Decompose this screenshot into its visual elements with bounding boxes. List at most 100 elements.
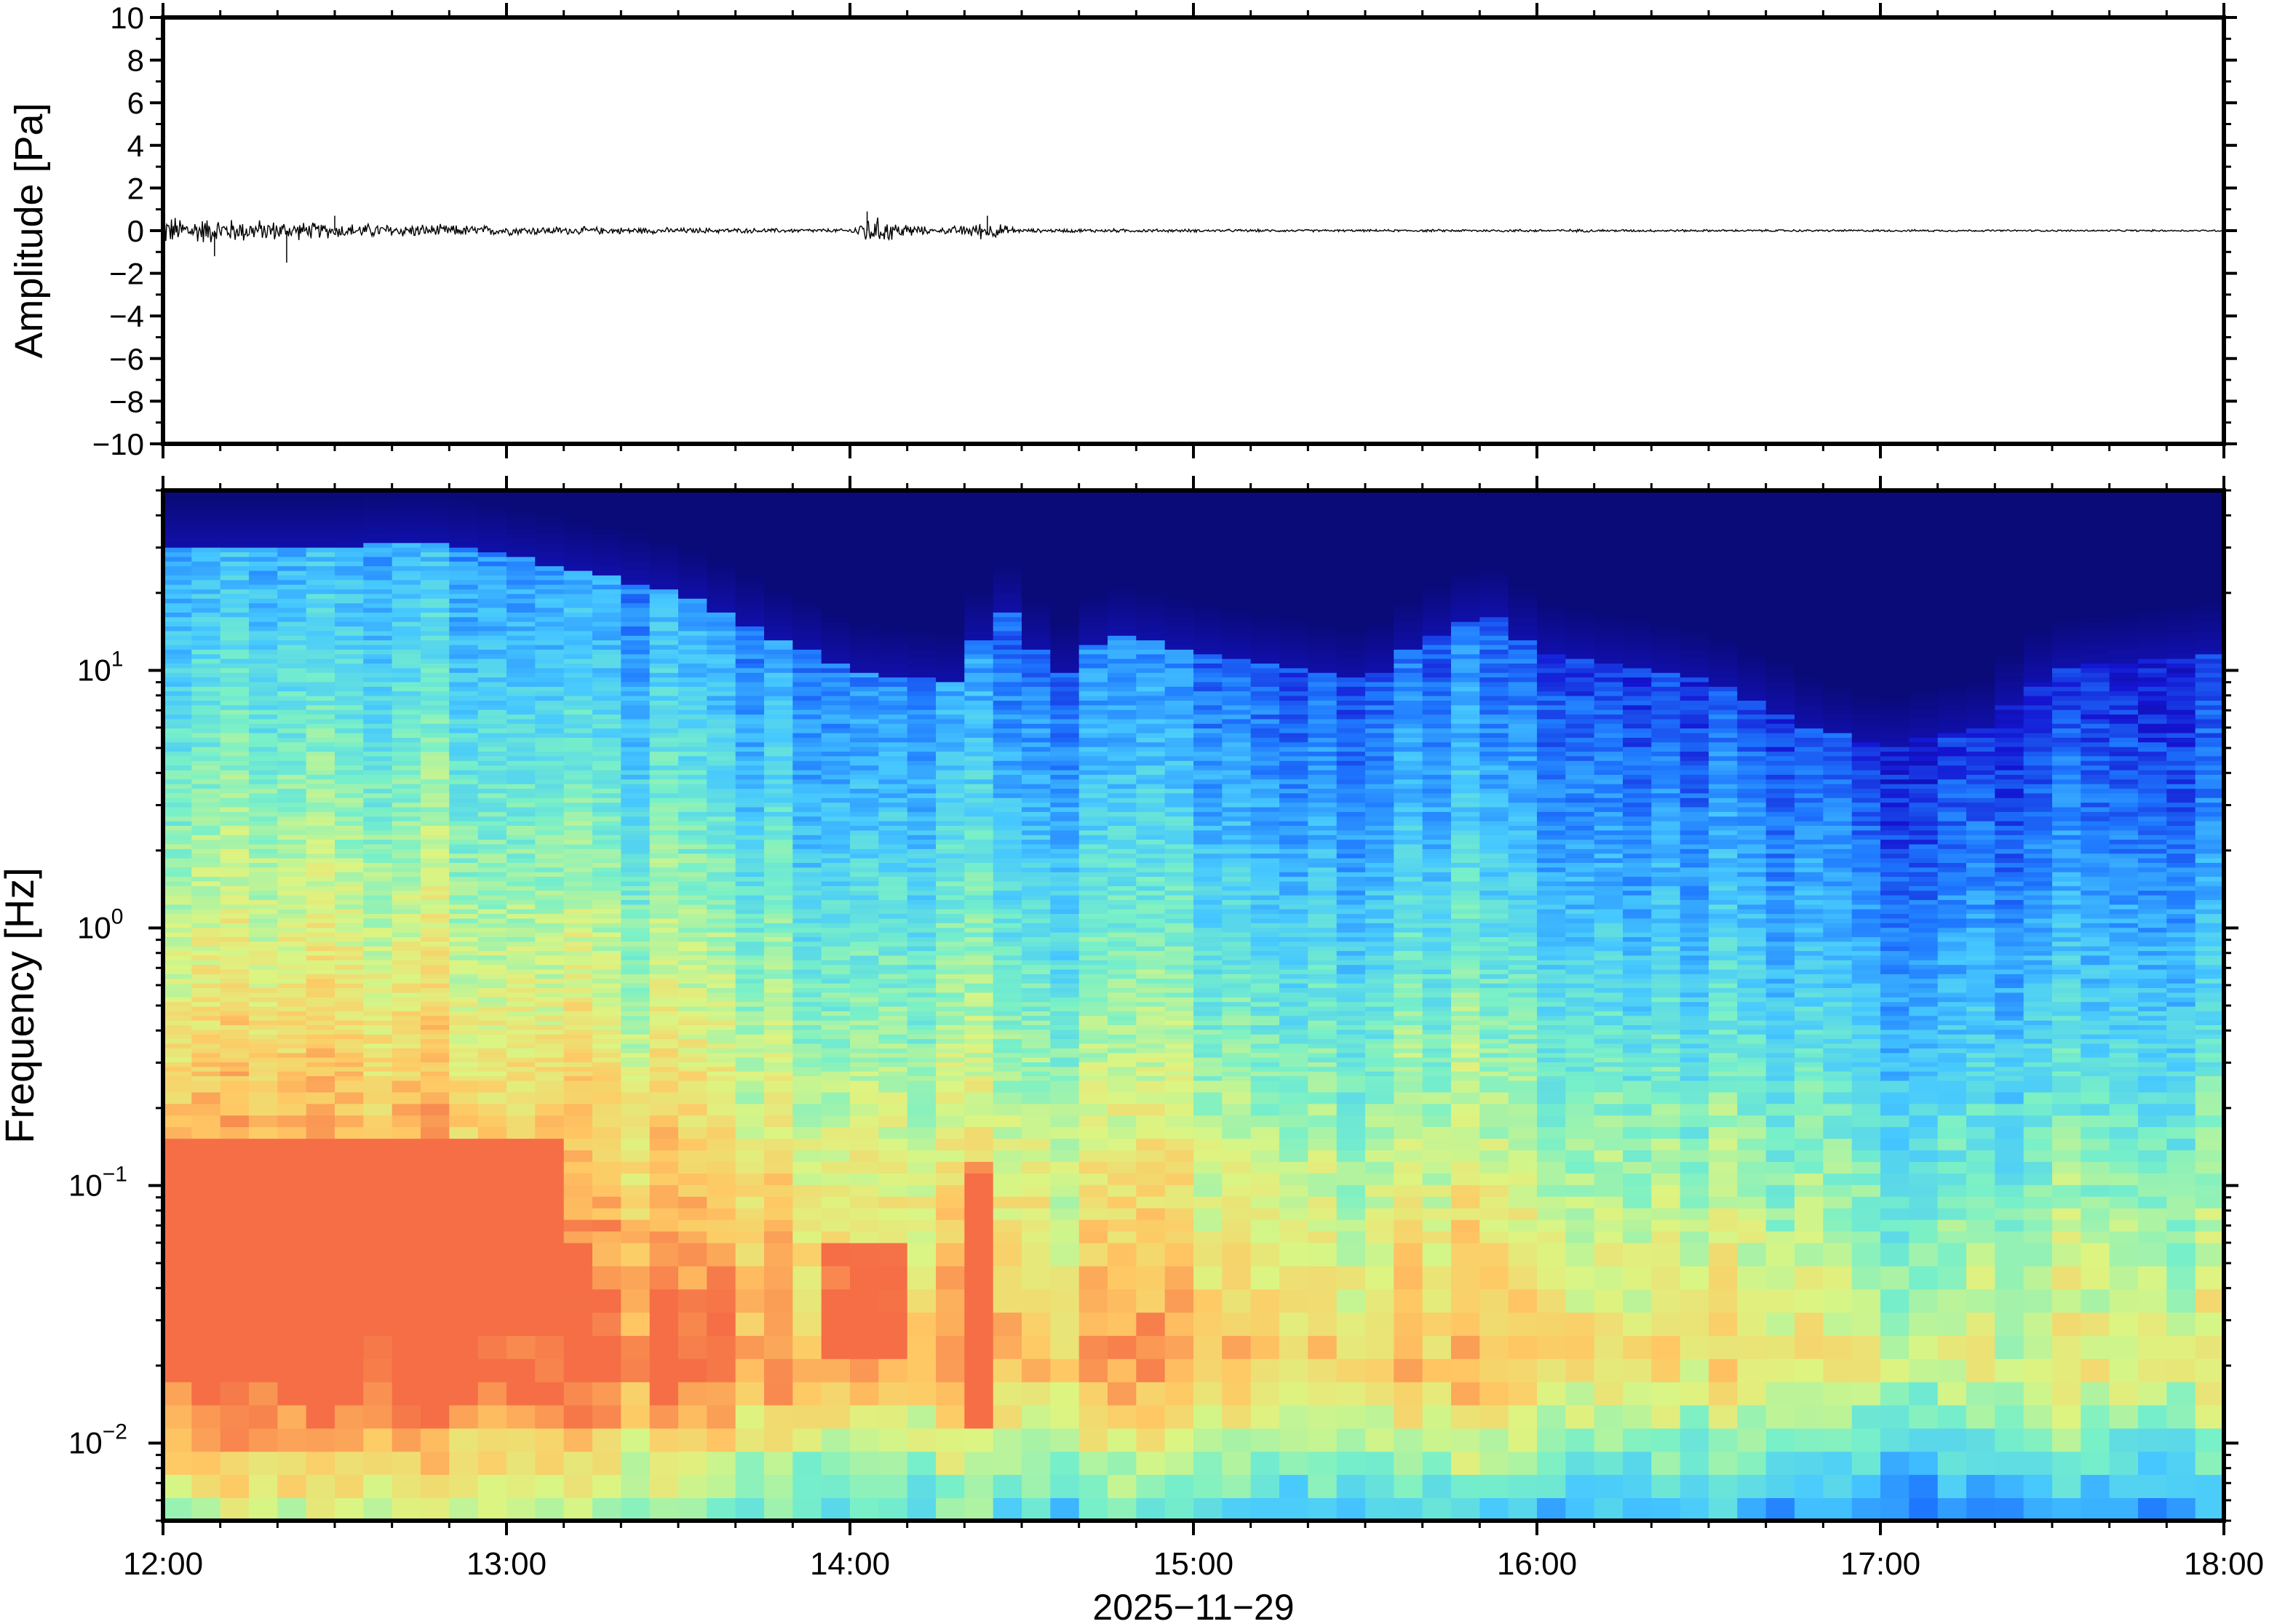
spectrogram-cell [907,992,937,998]
spectrogram-cell [277,1066,307,1072]
spectrogram-cell [678,1381,708,1406]
spectrogram-cell [735,1207,765,1220]
spectrogram-cell [1022,658,1052,664]
spectrogram-cell [850,501,880,506]
spectrogram-cell [621,1006,651,1011]
spectrogram-cell [821,584,851,590]
spectrogram-cell [850,732,880,738]
spectrogram-cell [563,890,593,896]
spectrogram-cell [392,612,421,618]
spectrogram-cell [1050,1043,1080,1048]
spectrogram-cell [477,1019,507,1025]
spectrogram-cell [220,867,250,872]
spectrogram-cell [277,607,307,613]
spectrogram-cell [936,982,966,988]
spectrogram-cell [907,1126,937,1139]
spectrogram-cell [563,677,593,682]
spectrogram-cell [335,519,365,525]
spectrogram-cell [678,501,708,506]
spectrogram-cell [421,834,450,840]
spectrogram-cell [249,621,279,626]
spectrogram-cell [277,1138,307,1150]
spectrogram-cell [449,1381,479,1406]
spectrogram-cell [993,834,1022,840]
spectrogram-cell [735,570,765,576]
spectrogram-cell [163,718,193,724]
spectrogram-cell [306,894,335,900]
spectrogram-cell [335,546,365,553]
spectrogram-cell [535,857,565,863]
spectrogram-cell [363,987,393,993]
spectrogram-cell [964,626,994,632]
spectrogram-cell [335,811,365,817]
spectrogram-cell [163,765,193,771]
spectrogram-cell [191,552,221,557]
spectrogram-cell [449,1242,479,1267]
spectrogram-cell [421,741,450,747]
spectrogram-cell [421,1404,450,1429]
spectrogram-cell [163,1185,193,1197]
spectrogram-cell [392,927,421,933]
spectrogram-cell [907,626,937,632]
spectrogram-cell [421,1048,450,1054]
spectrogram-cell [506,514,536,520]
spectrogram-cell [792,672,822,678]
spectrogram-cell [907,1115,937,1128]
spectrogram-cell [392,552,421,557]
spectrogram-cell [249,918,279,923]
spectrogram-cell [1022,732,1052,738]
spectrogram-cell [163,848,193,854]
spectrogram-cell [306,1289,335,1313]
spectrogram-cell [592,681,622,687]
spectrogram-cell [735,950,765,956]
spectrogram-cell [506,640,536,645]
spectrogram-cell [678,918,708,923]
spectrogram-cell [249,904,279,909]
spectrogram-cell [821,1062,851,1067]
spectrogram-cell [592,695,622,701]
spectrogram-cell [993,1091,1022,1104]
spectrogram-cell [535,634,565,641]
spectrogram-cell [850,700,880,706]
spectrogram-cell [535,1043,565,1048]
spectrogram-cell [449,630,479,636]
spectrogram-cell [878,621,908,626]
spectrogram-cell [592,524,622,530]
spectrogram-cell [878,894,908,900]
spectrogram-cell [907,1381,937,1406]
spectrogram-cell [1022,1011,1052,1016]
spectrogram-cell [392,788,421,794]
spectrogram-cell [792,1358,822,1382]
spectrogram-cell [707,1265,736,1290]
spectrogram-cell [535,570,565,576]
spectrogram-cell [907,649,937,655]
spectrogram-cell [249,1381,279,1406]
spectrogram-cell [821,658,851,664]
spectrogram-cell [1022,997,1052,1003]
spectrogram-cell [421,904,450,909]
spectrogram-cell [993,950,1022,956]
spectrogram-cell [621,542,651,548]
spectrogram-cell [535,737,565,743]
spectrogram-cell [993,709,1022,715]
spectrogram-cell [993,779,1022,784]
spectrogram-cell [792,941,822,947]
spectrogram-cell [878,853,908,859]
spectrogram-cell [678,908,708,915]
spectrogram-cell [191,737,221,743]
spectrogram-cell [277,677,307,682]
spectrogram-cell [191,885,221,891]
spectrogram-cell [792,538,822,544]
spectrogram-cell [936,612,966,618]
spectrogram-cell [764,552,794,557]
spectrogram-cell [964,788,994,794]
spectrogram-cell [563,723,593,729]
spectrogram-cell [707,936,736,942]
spectrogram-cell [535,1115,565,1128]
spectrogram-cell [792,584,822,590]
spectrogram-cell [621,704,651,710]
spectrogram-cell [363,1451,393,1476]
spectrogram-cell [477,1219,507,1232]
spectrogram-cell [306,1066,335,1072]
spectrogram-cell [821,811,851,817]
